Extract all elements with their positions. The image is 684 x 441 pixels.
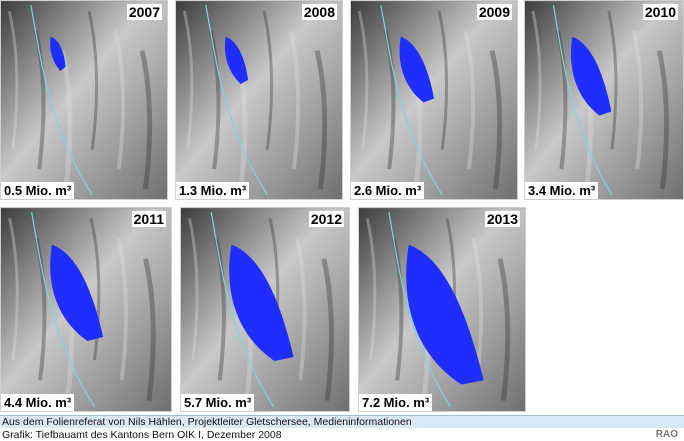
graphic-credit: Grafik: Tiefbauamt des Kantons Bern OIK … [2,429,282,441]
terrain-shading [1,1,167,199]
terrain-ridge [113,30,126,170]
terrain-relief [1,208,171,411]
map-panel-2011: 2011 4.4 Mio. m³ [0,207,172,412]
lake-extent [224,36,249,84]
terrain-ridge [8,217,19,361]
terrain-relief [359,208,525,411]
terrain-ridge [314,50,328,190]
terrain-ridge [497,258,511,401]
lake-extent [229,244,294,362]
river-line [552,5,613,196]
year-label: 2008 [301,4,337,20]
terrain-ridge [357,10,369,150]
terrain-ridge [187,218,199,361]
source-credit: Aus dem Folienreferat von Nils Hählen, P… [0,415,684,428]
volume-label: 1.3 Mio. m³ [176,182,250,199]
volume-label: 4.4 Mio. m³ [1,394,75,411]
terrain-ridge [632,30,644,170]
map-panel-2012: 2012 5.7 Mio. m³ [180,207,350,412]
volume-label: 2.6 Mio. m³ [351,182,425,199]
year-label: 2013 [484,211,520,227]
year-label: 2010 [642,4,678,20]
terrain-ridge [116,238,129,381]
terrain-ridge [437,10,449,150]
terrain-ridge [463,30,476,170]
terrain-ridge [139,50,153,190]
lake-extent [50,36,66,71]
terrain-relief [525,1,683,199]
river-line [30,5,93,196]
map-panel-2008: 2008 1.3 Mio. m³ [175,0,343,200]
year-label: 2012 [308,211,344,227]
river-line [210,212,274,408]
volume-label: 3.4 Mio. m³ [525,182,599,199]
rao-logo: RAO [655,429,678,440]
terrain-ridge [7,10,19,150]
terrain-ridge [89,217,101,361]
terrain-ridge [87,10,99,150]
lake-extent [570,36,612,116]
volume-label: 0.5 Mio. m³ [1,182,75,199]
year-label: 2009 [476,4,512,20]
year-label: 2011 [131,211,166,227]
terrain-relief [351,1,517,199]
terrain-ridge [607,10,618,150]
terrain-ridge [531,10,542,150]
map-panel-2013: 2013 7.2 Mio. m³ [358,207,526,412]
volume-label: 5.7 Mio. m³ [181,394,255,411]
terrain-ridge [262,10,274,150]
terrain-ridge [656,50,669,190]
river-line [205,5,268,196]
terrain-ridge [294,238,307,381]
terrain-relief [1,1,167,199]
map-panel-2007: 2007 0.5 Mio. m³ [0,0,168,200]
terrain-relief [181,208,349,411]
lake-extent [399,36,435,103]
map-panel-2009: 2009 2.6 Mio. m³ [350,0,518,200]
lake-extent [50,244,104,342]
river-line [380,5,443,196]
terrain-relief [176,1,342,199]
lake-extent [406,244,484,385]
terrain-ridge [143,258,156,401]
volume-label: 7.2 Mio. m³ [359,394,433,411]
terrain-ridge [321,258,334,401]
terrain-ridge [182,10,194,150]
terrain-ridge [489,50,503,190]
map-panel-2010: 2010 3.4 Mio. m³ [524,0,684,200]
river-line [388,212,451,408]
terrain-ridge [365,218,377,361]
footer: Aus dem Folienreferat von Nils Hählen, P… [0,415,684,441]
terrain-shading [176,1,342,199]
river-line [31,212,96,408]
terrain-shading [351,1,517,199]
year-label: 2007 [126,4,162,20]
terrain-ridge [288,30,301,170]
